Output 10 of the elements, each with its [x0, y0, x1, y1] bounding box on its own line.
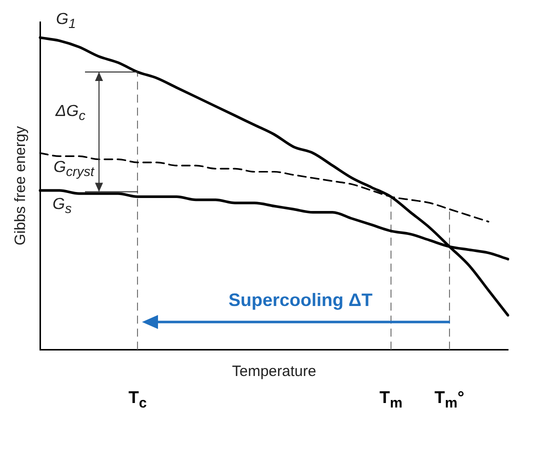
series-label: G$_{cryst}$	[54, 158, 94, 179]
series-label: G$_{1}$	[56, 11, 76, 32]
x-tick-label: T$_{m}$°	[434, 388, 464, 411]
y-axis-title: Gibbs free energy	[12, 126, 30, 246]
series-label: G$_{s}$	[52, 196, 72, 216]
annotation: Supercooling ΔT	[228, 290, 372, 310]
x-axis-title: Temperature	[232, 363, 316, 380]
annotation: ΔG$_{c}$	[56, 103, 86, 124]
x-tick-label: T$_{c}$	[128, 388, 147, 411]
x-tick-label: T$_{m}$	[380, 388, 402, 411]
